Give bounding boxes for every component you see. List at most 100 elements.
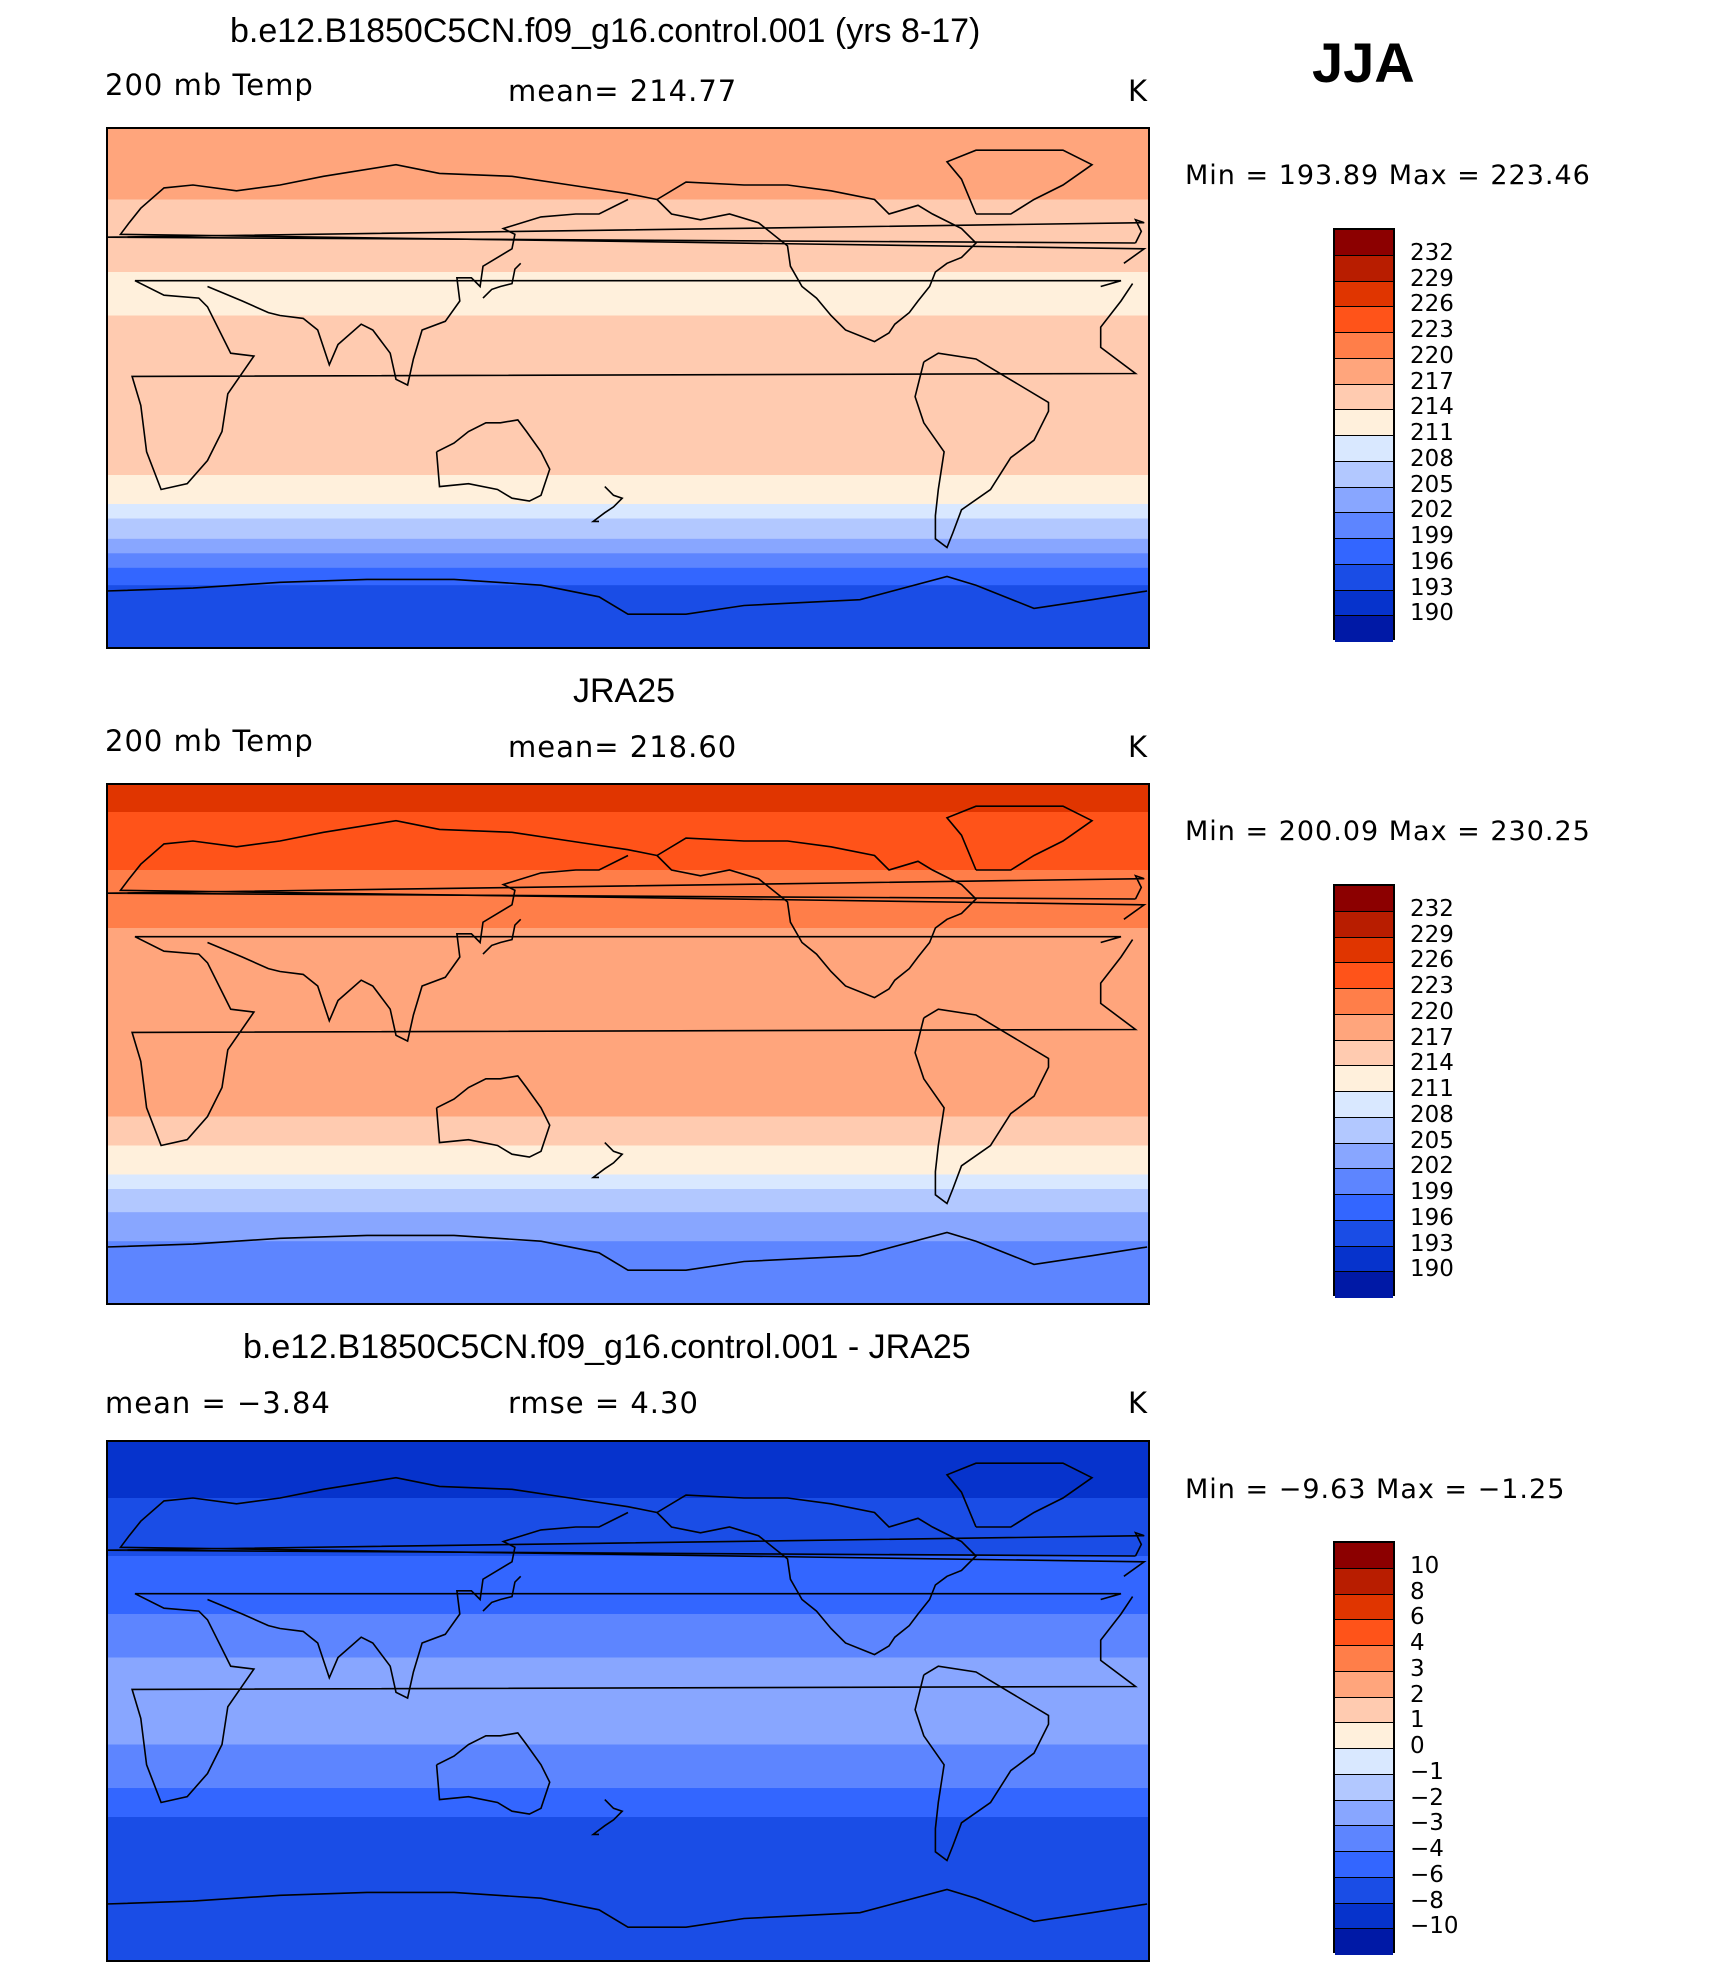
colorbar-swatch (1335, 1014, 1393, 1041)
colorbar-tick-label: −6 (1410, 1861, 1444, 1888)
colorbar-tick-label: 1 (1410, 1707, 1425, 1734)
colorbar-swatch (1335, 1697, 1393, 1724)
colorbar-tick-label: 0 (1410, 1733, 1425, 1759)
colorbar-tick-label: 229 (1410, 921, 1454, 948)
contour-band-9 (106, 1212, 1150, 1242)
colorbar-swatch (1335, 436, 1393, 462)
contour-band-4 (106, 475, 1150, 505)
colorbar-tick-label: 199 (1410, 523, 1454, 549)
panel-3-colorbar (1333, 1541, 1395, 1955)
coastline-0 (131, 279, 1138, 491)
panel-3-title: b.e12.B1850C5CN.f09_g16.control.001 - JR… (243, 1328, 971, 1366)
contour-band-4 (106, 1000, 1150, 1117)
contour-band-8 (106, 553, 1150, 569)
colorbar-swatch (1335, 333, 1393, 359)
panel-1-variable-label: 200 mb Temp (105, 68, 314, 102)
panel-2-minmax: Min = 200.09 Max = 230.25 (1185, 816, 1591, 847)
colorbar-tick-label: −2 (1410, 1784, 1444, 1811)
contour-band-6 (106, 1145, 1150, 1175)
contour-band-9 (106, 567, 1150, 586)
contour-band-0 (106, 127, 1150, 200)
colorbar-tick-label: 208 (1410, 1101, 1454, 1128)
colorbar-swatch (1335, 963, 1393, 989)
colorbar-swatch (1335, 937, 1393, 964)
contour-map (106, 783, 1150, 1305)
panel-2-colorbar (1333, 884, 1395, 1298)
coastline-6 (656, 181, 978, 343)
colorbar-tick-label: 232 (1410, 895, 1454, 922)
coastline-8 (945, 805, 1094, 871)
colorbar-tick-label: 199 (1410, 1179, 1454, 1205)
contour-band-2 (106, 870, 1150, 929)
colorbar-swatch (1335, 590, 1393, 617)
contour-band-3 (106, 1614, 1150, 1658)
colorbar-swatch (1335, 384, 1393, 411)
colorbar-swatch (1335, 1246, 1393, 1273)
coastline-8 (945, 1462, 1094, 1528)
contour-band-5 (106, 1116, 1150, 1146)
colorbar-swatch (1335, 1826, 1393, 1852)
coastline-5 (590, 1142, 624, 1179)
colorbar-tick-label: 217 (1410, 368, 1454, 395)
panel-1-colorbar (1333, 228, 1395, 642)
panel-1-mean-label: mean= 214.77 (508, 74, 738, 108)
coastline-3 (482, 918, 522, 955)
coastline-4 (435, 1075, 551, 1158)
colorbar-swatch (1335, 564, 1393, 591)
panel-3-map (106, 1440, 1150, 1962)
colorbar-tick-label: −1 (1410, 1758, 1444, 1785)
colorbar-tick-label: 229 (1410, 265, 1454, 292)
colorbar-swatch (1335, 989, 1393, 1015)
coastline-10 (106, 1531, 1145, 1557)
panel-2-title: JRA25 (573, 672, 676, 710)
colorbar-tick-label: 220 (1410, 998, 1454, 1025)
colorbar-swatch (1335, 1092, 1393, 1118)
coastline-5 (590, 1799, 624, 1836)
colorbar-tick-label: 208 (1410, 445, 1454, 472)
colorbar-tick-label: 4 (1410, 1630, 1425, 1656)
colorbar-swatch (1335, 1620, 1393, 1646)
coastline-1 (118, 1476, 1147, 1577)
colorbar-swatch (1335, 1852, 1393, 1878)
panel-1-map (106, 127, 1150, 649)
contour-band-3 (106, 315, 1150, 476)
colorbar-tick-label: 202 (1410, 1153, 1454, 1180)
map-frame (106, 1440, 1150, 1962)
contour-band-7 (106, 1817, 1150, 1962)
coastline-4 (435, 419, 551, 502)
colorbar-swatch (1335, 1195, 1393, 1221)
colorbar-swatch (1335, 1543, 1393, 1569)
contour-band-0 (106, 783, 1150, 813)
colorbar-swatch (1335, 1568, 1393, 1595)
colorbar-swatch (1335, 307, 1393, 333)
contour-map (106, 1440, 1150, 1962)
panel-3-units: K (1128, 1386, 1149, 1420)
coastlines (106, 1462, 1148, 1929)
map-frame (106, 783, 1150, 1305)
colorbar-swatch (1335, 1800, 1393, 1827)
colorbar-tick-label: 226 (1410, 947, 1454, 974)
colorbar-tick-label: 211 (1410, 420, 1454, 446)
contour-band-4 (106, 1657, 1150, 1745)
panel-2-map (106, 783, 1150, 1305)
colorbar-tick-label: 10 (1410, 1552, 1440, 1579)
coastline-9 (106, 575, 1148, 616)
coastline-9 (106, 1231, 1148, 1272)
contour-band-2 (106, 1556, 1150, 1615)
contour-band-5 (106, 1744, 1150, 1789)
colorbar-swatch (1335, 1774, 1393, 1801)
coastline-1 (118, 163, 1147, 264)
colorbar-tick-label: 2 (1410, 1681, 1425, 1708)
panel-3-rmse-label: rmse = 4.30 (508, 1386, 699, 1420)
colorbar-tick-label: 223 (1410, 973, 1454, 999)
colorbar-swatch (1335, 911, 1393, 938)
colorbar-swatch (1335, 1749, 1393, 1775)
colorbar-tick-label: 226 (1410, 291, 1454, 318)
coastline-4 (435, 1732, 551, 1815)
panel-1-minmax: Min = 193.89 Max = 223.46 (1185, 160, 1591, 191)
colorbar-swatch (1335, 513, 1393, 539)
contour-band-3 (106, 928, 1150, 1001)
colorbar-tick-label: −4 (1410, 1836, 1444, 1862)
colorbar-tick-label: 190 (1410, 600, 1454, 627)
colorbar-swatch (1335, 1594, 1393, 1621)
